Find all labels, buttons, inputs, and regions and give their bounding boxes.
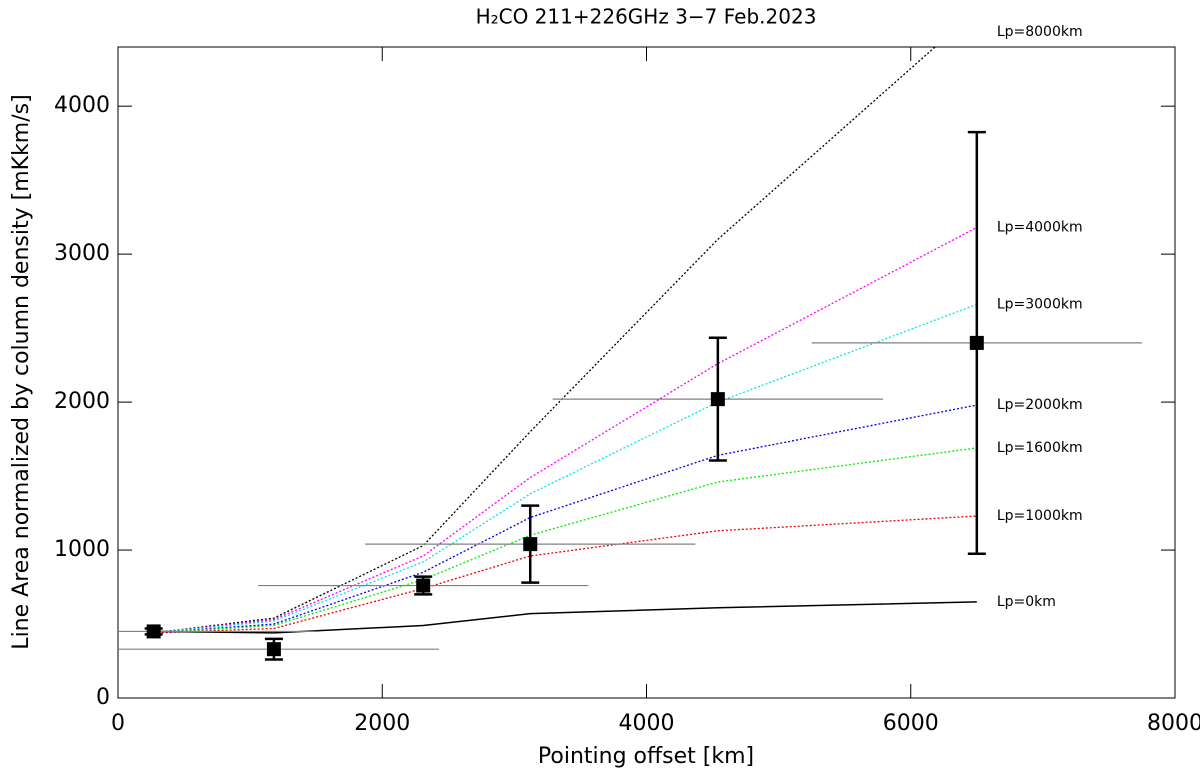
legend-label: Lp=3000km <box>997 296 1083 312</box>
data-point <box>523 537 538 552</box>
y-tick-label: 3000 <box>54 241 110 266</box>
data-point <box>146 624 161 639</box>
model-line <box>153 303 978 634</box>
model-line <box>153 47 937 634</box>
y-tick-label: 1000 <box>54 537 110 562</box>
y-tick-label: 0 <box>96 685 110 710</box>
data-point <box>969 335 984 350</box>
legend-label: Lp=0km <box>997 594 1056 610</box>
data-point <box>266 642 281 657</box>
y-tick-label: 2000 <box>54 389 110 414</box>
data-point <box>416 578 431 593</box>
model-line <box>153 447 977 634</box>
x-tick-label: 2000 <box>354 711 410 736</box>
x-tick-label: 0 <box>111 711 125 736</box>
data-point <box>710 392 725 407</box>
model-line <box>153 226 978 634</box>
legend-label: Lp=2000km <box>997 397 1083 413</box>
legend-label: Lp=1000km <box>997 508 1083 524</box>
x-tick-label: 4000 <box>619 711 675 736</box>
plot-area <box>118 47 1142 661</box>
model-line <box>153 404 977 634</box>
legend-label: Lp=8000km <box>997 24 1083 40</box>
y-tick-label: 4000 <box>54 93 110 118</box>
chart-title: H₂CO 211+226GHz 3−7 Feb.2023 <box>476 5 817 29</box>
x-tick-label: 8000 <box>1147 711 1200 736</box>
y-axis-label: Line Area normalized by column density [… <box>9 94 34 649</box>
model-line <box>153 601 977 634</box>
legend-label: Lp=4000km <box>997 220 1083 236</box>
model-line <box>153 515 977 634</box>
legend-label: Lp=1600km <box>997 440 1083 456</box>
x-tick-label: 6000 <box>883 711 939 736</box>
x-axis-label: Pointing offset [km] <box>538 744 754 769</box>
